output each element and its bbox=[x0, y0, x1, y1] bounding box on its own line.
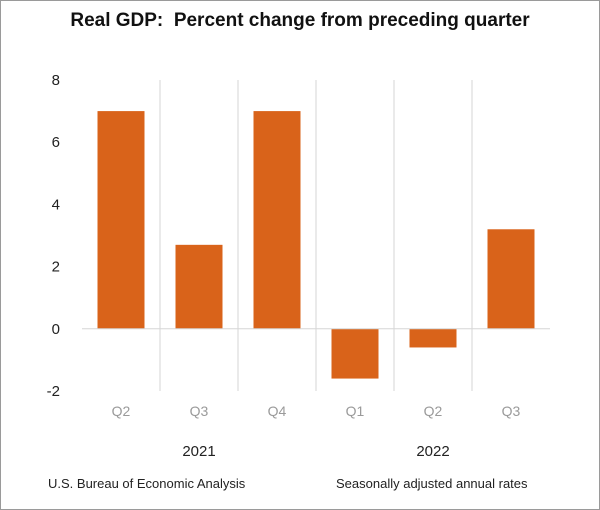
y-tick-label: 4 bbox=[52, 196, 60, 213]
y-tick-label: 6 bbox=[52, 134, 60, 151]
bar-q3-5 bbox=[487, 229, 535, 329]
y-tick-label: 8 bbox=[52, 72, 60, 89]
y-tick-label: 2 bbox=[52, 259, 60, 276]
bar-q2-4 bbox=[409, 328, 457, 348]
y-tick-label: 0 bbox=[52, 321, 60, 338]
rates-note: Seasonally adjusted annual rates bbox=[336, 476, 528, 491]
x-tick-label-q2: Q2 bbox=[424, 403, 443, 419]
x-tick-label-q3: Q3 bbox=[502, 403, 521, 419]
source-note: U.S. Bureau of Economic Analysis bbox=[48, 476, 246, 491]
bar-q2-0 bbox=[97, 111, 145, 329]
y-tick-label: -2 bbox=[47, 383, 60, 400]
year-label-2022: 2022 bbox=[416, 443, 449, 460]
bar-q3-1 bbox=[175, 244, 223, 329]
x-tick-label-q3: Q3 bbox=[190, 403, 209, 419]
x-tick-label-q2: Q2 bbox=[112, 403, 131, 419]
bar-q4-2 bbox=[253, 111, 301, 329]
bar-q1-3 bbox=[331, 328, 379, 379]
x-tick-label-q1: Q1 bbox=[346, 403, 365, 419]
year-label-2021: 2021 bbox=[182, 443, 215, 460]
x-tick-label-q4: Q4 bbox=[268, 403, 287, 419]
chart-title: Real GDP: Percent change from preceding … bbox=[70, 10, 530, 31]
